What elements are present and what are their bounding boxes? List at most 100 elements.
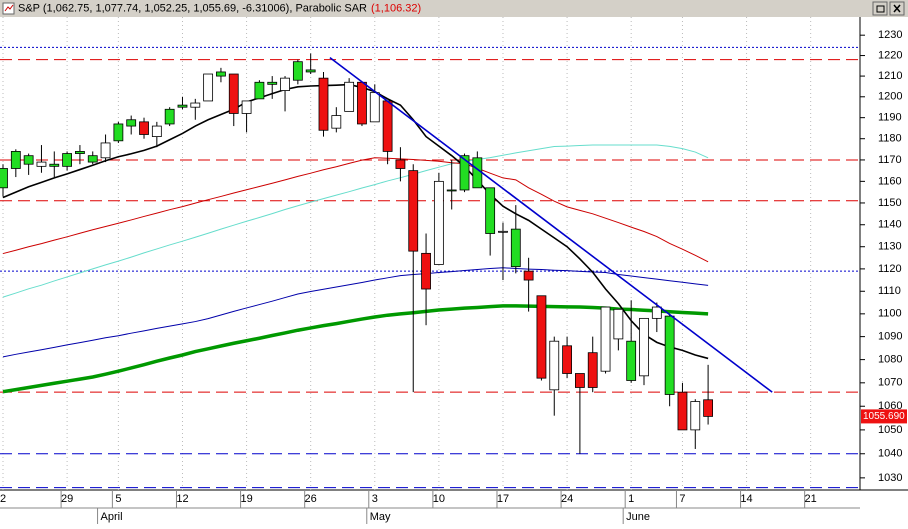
indicator-name: , Parabolic SAR xyxy=(289,2,367,14)
y-tick-label: 1200 xyxy=(878,91,902,103)
candle-body xyxy=(613,308,624,340)
candle-body xyxy=(151,125,162,137)
candle-body xyxy=(10,151,21,169)
y-tick-label: 1080 xyxy=(878,354,902,366)
candle-body xyxy=(664,315,675,395)
candle-body xyxy=(241,100,252,114)
candle-body xyxy=(139,121,149,135)
candle-body xyxy=(459,155,470,191)
x-tick-label: 2 xyxy=(0,493,6,505)
y-tick-label: 1170 xyxy=(878,154,902,166)
candle-body xyxy=(369,92,380,123)
candle-body xyxy=(344,81,355,112)
candle-body xyxy=(23,155,34,165)
trend-line xyxy=(329,56,773,393)
candle-body xyxy=(549,340,560,391)
candle-body xyxy=(357,81,367,125)
y-tick-label: 1050 xyxy=(878,424,902,436)
x-tick-label: 5 xyxy=(115,493,121,505)
candle-body xyxy=(421,252,431,290)
x-tick-label: 7 xyxy=(679,493,685,505)
y-tick-label: 1220 xyxy=(878,49,902,61)
plot-area xyxy=(0,17,860,490)
candle-body xyxy=(562,345,572,374)
candle-body xyxy=(216,71,226,77)
candle-body xyxy=(0,168,8,189)
candle-body xyxy=(382,100,393,152)
candle-body xyxy=(408,170,419,252)
y-tick-label: 1140 xyxy=(878,219,902,231)
candle-body xyxy=(639,317,649,377)
chart-icon-line xyxy=(4,4,14,12)
y-tick-label: 1110 xyxy=(878,285,901,297)
candle-body xyxy=(703,399,713,417)
candle-body xyxy=(626,340,637,381)
candle-body xyxy=(305,69,316,73)
candle-body xyxy=(446,189,457,192)
y-tick-label: 1210 xyxy=(878,70,902,82)
candle-body xyxy=(113,123,124,142)
last-price-label: 1055.690 xyxy=(863,411,905,422)
month-label: April xyxy=(101,511,123,523)
candle-body xyxy=(292,61,303,81)
chart-title: S&P (1,062.75, 1,077.74, 1,052.25, 1,055… xyxy=(18,2,289,14)
month-label: May xyxy=(370,511,391,523)
indicator-line xyxy=(2,267,709,358)
x-tick-label: 12 xyxy=(176,493,188,505)
y-tick-label: 1130 xyxy=(878,241,902,253)
candle-body xyxy=(126,119,137,127)
candle-body xyxy=(433,180,444,265)
indicator-value: (1,106.32) xyxy=(371,2,421,14)
x-tick-label: 19 xyxy=(240,493,252,505)
candle-body xyxy=(267,81,278,85)
y-tick-label: 1230 xyxy=(878,29,902,41)
candle-body xyxy=(87,155,98,163)
indicator-line xyxy=(2,157,709,263)
last-price-box xyxy=(861,409,907,424)
candle-body xyxy=(587,352,598,388)
y-tick-label: 1040 xyxy=(878,448,902,460)
y-tick-label: 1160 xyxy=(878,175,902,187)
candle-body xyxy=(228,73,239,114)
candle-body xyxy=(510,228,521,268)
candle-body xyxy=(177,104,188,108)
candle-body xyxy=(600,306,611,372)
x-tick-label: 17 xyxy=(497,493,509,505)
candle-body xyxy=(498,230,508,233)
y-tick-label: 1070 xyxy=(878,377,902,389)
y-tick-label: 1100 xyxy=(878,308,902,320)
y-tick-label: 1090 xyxy=(878,331,902,343)
chart-icon xyxy=(2,2,15,15)
y-tick-label: 1120 xyxy=(878,263,902,275)
y-tick-label: 1030 xyxy=(878,472,902,484)
x-tick-label: 21 xyxy=(805,493,817,505)
x-tick-label: 1 xyxy=(628,493,634,505)
x-tick-label: 24 xyxy=(561,493,573,505)
candle-body xyxy=(62,153,72,167)
restore-button[interactable] xyxy=(872,1,888,16)
candle-body xyxy=(280,77,290,91)
y-tick-label: 1190 xyxy=(878,112,902,124)
candle-body xyxy=(75,151,85,154)
restore-icon xyxy=(876,5,885,13)
candle-body xyxy=(100,142,111,159)
x-tick-label: 26 xyxy=(305,493,317,505)
x-tick-label: 14 xyxy=(740,493,752,505)
candle-body xyxy=(485,187,496,234)
candle-body xyxy=(395,159,406,169)
candle-body xyxy=(677,391,688,431)
y-tick-label: 1150 xyxy=(878,197,902,209)
x-tick-label: 3 xyxy=(372,493,378,505)
candle-body xyxy=(318,77,329,131)
header-bar xyxy=(0,0,908,17)
candle-body xyxy=(331,115,342,129)
candle-body xyxy=(472,157,483,189)
indicator-line xyxy=(2,144,709,298)
candle-body xyxy=(36,161,47,167)
candle-body xyxy=(651,306,662,319)
candle-body xyxy=(254,81,265,100)
candle-body xyxy=(190,102,201,108)
header: S&P (1,062.75, 1,077.74, 1,052.25, 1,055… xyxy=(0,0,908,17)
close-icon xyxy=(893,4,901,13)
